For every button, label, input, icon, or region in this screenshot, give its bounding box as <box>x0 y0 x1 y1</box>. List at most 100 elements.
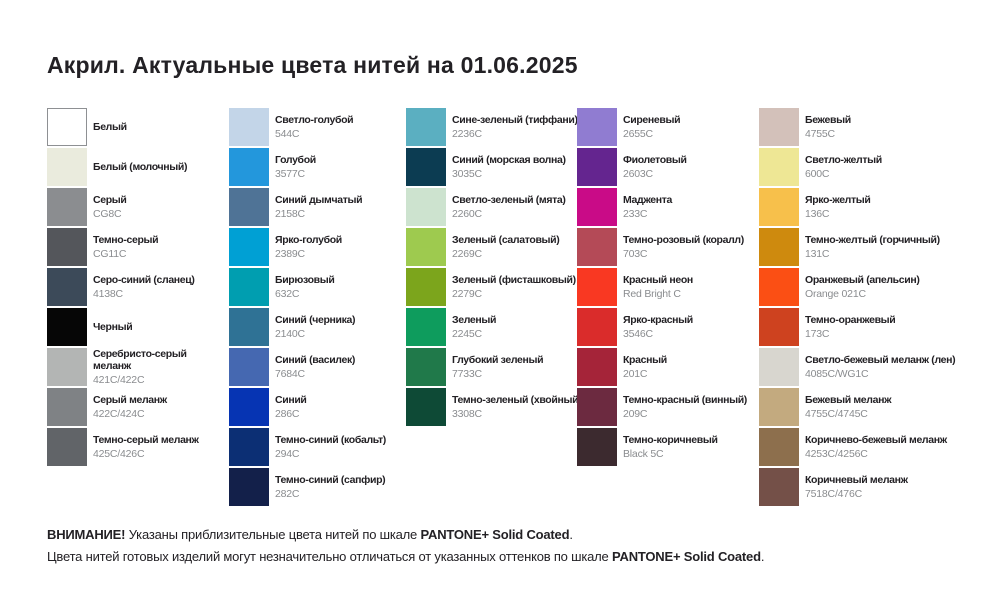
color-labels: Глубокий зеленый 7733C <box>452 354 544 380</box>
color-item: Голубой 3577C <box>229 147 406 187</box>
color-item: Темно-оранжевый 173C <box>759 307 999 347</box>
color-name: Зеленый (салатовый) <box>452 234 560 246</box>
pantone-code: 3577C <box>275 168 305 180</box>
pantone-code: 4755C/4745C <box>805 408 868 420</box>
color-labels: Темно-красный (винный) 209C <box>623 394 747 420</box>
color-labels: Темно-желтый (горчичный) 131C <box>805 234 940 260</box>
color-name: Синий (морская волна) <box>452 154 566 166</box>
color-labels: Синий дымчатый 2158C <box>275 194 363 220</box>
color-name: Светло-зеленый (мята) <box>452 194 566 206</box>
color-column-5: Бежевый 4755C Светло-желтый 600C Ярко-же… <box>759 107 999 507</box>
pantone-code: 632C <box>275 288 300 300</box>
color-item: Ярко-желтый 136C <box>759 187 999 227</box>
color-item: Черный <box>47 307 229 347</box>
color-labels: Красный 201C <box>623 354 667 380</box>
color-item: Светло-зеленый (мята) 2260C <box>406 187 577 227</box>
color-name: Ярко-желтый <box>805 194 871 206</box>
color-name: Бирюзовый <box>275 274 335 286</box>
footer-text: . <box>569 527 573 542</box>
pantone-code: 7518C/476C <box>805 488 862 500</box>
color-labels: Светло-бежевый меланж (лен) 4085C/WG1C <box>805 354 956 380</box>
pantone-code: 4085C/WG1C <box>805 368 869 380</box>
pantone-code: 4755C <box>805 128 835 140</box>
color-item: Темно-синий (кобальт) 294C <box>229 427 406 467</box>
pantone-code: CG8C <box>93 208 122 220</box>
color-swatch <box>577 228 617 266</box>
color-swatch <box>577 108 617 146</box>
color-labels: Темно-коричневый Black 5C <box>623 434 718 460</box>
color-item: Зеленый (фисташковый) 2279C <box>406 267 577 307</box>
pantone-code: 2260C <box>452 208 482 220</box>
color-item: Светло-бежевый меланж (лен) 4085C/WG1C <box>759 347 999 387</box>
color-labels: Серебристо-серый меланж 421C/422C <box>93 348 187 386</box>
color-labels: Ярко-красный 3546C <box>623 314 693 340</box>
pantone-code: 421C/422C <box>93 374 145 386</box>
color-item: Серый меланж 422C/424C <box>47 387 229 427</box>
color-swatch <box>47 108 87 146</box>
pantone-code: 422C/424C <box>93 408 145 420</box>
color-swatch <box>47 148 87 186</box>
color-item: Глубокий зеленый 7733C <box>406 347 577 387</box>
color-labels: Темно-зеленый (хвойный) 3308C <box>452 394 582 420</box>
color-labels: Зеленый (фисташковый) 2279C <box>452 274 576 300</box>
color-name: Темно-зеленый (хвойный) <box>452 394 582 406</box>
color-item: Оранжевый (апельсин) Orange 021C <box>759 267 999 307</box>
pantone-code: 2158C <box>275 208 305 220</box>
color-swatch <box>406 308 446 346</box>
color-item: Темно-красный (винный) 209C <box>577 387 759 427</box>
footer-line-1: ВНИМАНИЕ! Указаны приблизительные цвета … <box>47 524 1000 546</box>
color-item: Маджента 233C <box>577 187 759 227</box>
color-name: Темно-желтый (горчичный) <box>805 234 940 246</box>
color-name: Темно-розовый (коралл) <box>623 234 744 246</box>
color-item: Темно-синий (сапфир) 282C <box>229 467 406 507</box>
color-item: Белый (молочный) <box>47 147 229 187</box>
pantone-code: CG11C <box>93 248 127 260</box>
pantone-code: 3308C <box>452 408 482 420</box>
color-swatch <box>229 428 269 466</box>
pantone-code: 544C <box>275 128 300 140</box>
color-swatch <box>577 188 617 226</box>
color-labels: Сине-зеленый (тиффани) 2236C <box>452 114 578 140</box>
color-labels: Серый CG8C <box>93 194 127 220</box>
footer-text: Цвета нитей готовых изделий могут незнач… <box>47 549 612 564</box>
color-swatch <box>577 148 617 186</box>
color-item: Зеленый (салатовый) 2269C <box>406 227 577 267</box>
color-labels: Черный <box>93 321 133 333</box>
color-name: Бежевый <box>805 114 851 126</box>
color-name: Сиреневый <box>623 114 681 126</box>
color-item: Бежевый 4755C <box>759 107 999 147</box>
color-swatch <box>47 428 87 466</box>
pantone-code: 4253C/4256C <box>805 448 868 460</box>
color-swatch <box>406 348 446 386</box>
color-item: Белый <box>47 107 229 147</box>
color-swatch <box>229 268 269 306</box>
color-name: Темно-оранжевый <box>805 314 896 326</box>
pantone-code: 294C <box>275 448 300 460</box>
color-name: Синий <box>275 394 307 406</box>
color-name: Зеленый <box>452 314 497 326</box>
pantone-code: 703C <box>623 248 648 260</box>
color-item: Синий (морская волна) 3035C <box>406 147 577 187</box>
color-name: Голубой <box>275 154 316 166</box>
pantone-code: 2269C <box>452 248 482 260</box>
footer-bold-text: PANTONE+ Solid Coated <box>420 527 570 542</box>
color-swatch <box>759 108 799 146</box>
color-item: Зеленый 2245C <box>406 307 577 347</box>
pantone-code: Orange 021C <box>805 288 866 300</box>
color-swatch <box>229 108 269 146</box>
color-name: Глубокий зеленый <box>452 354 544 366</box>
color-labels: Сиреневый 2655C <box>623 114 681 140</box>
color-swatch <box>759 388 799 426</box>
color-column-4: Сиреневый 2655C Фиолетовый 2603C Маджент… <box>577 107 759 467</box>
color-name: Ярко-красный <box>623 314 693 326</box>
color-name: Зеленый (фисташковый) <box>452 274 576 286</box>
pantone-code: 136C <box>805 208 830 220</box>
color-item: Красный 201C <box>577 347 759 387</box>
color-labels: Бежевый 4755C <box>805 114 851 140</box>
color-name: Темно-коричневый <box>623 434 718 446</box>
color-item: Серо-синий (сланец) 4138C <box>47 267 229 307</box>
color-swatch <box>229 308 269 346</box>
color-swatch <box>406 148 446 186</box>
pantone-code: 2140C <box>275 328 305 340</box>
color-labels: Синий (морская волна) 3035C <box>452 154 566 180</box>
